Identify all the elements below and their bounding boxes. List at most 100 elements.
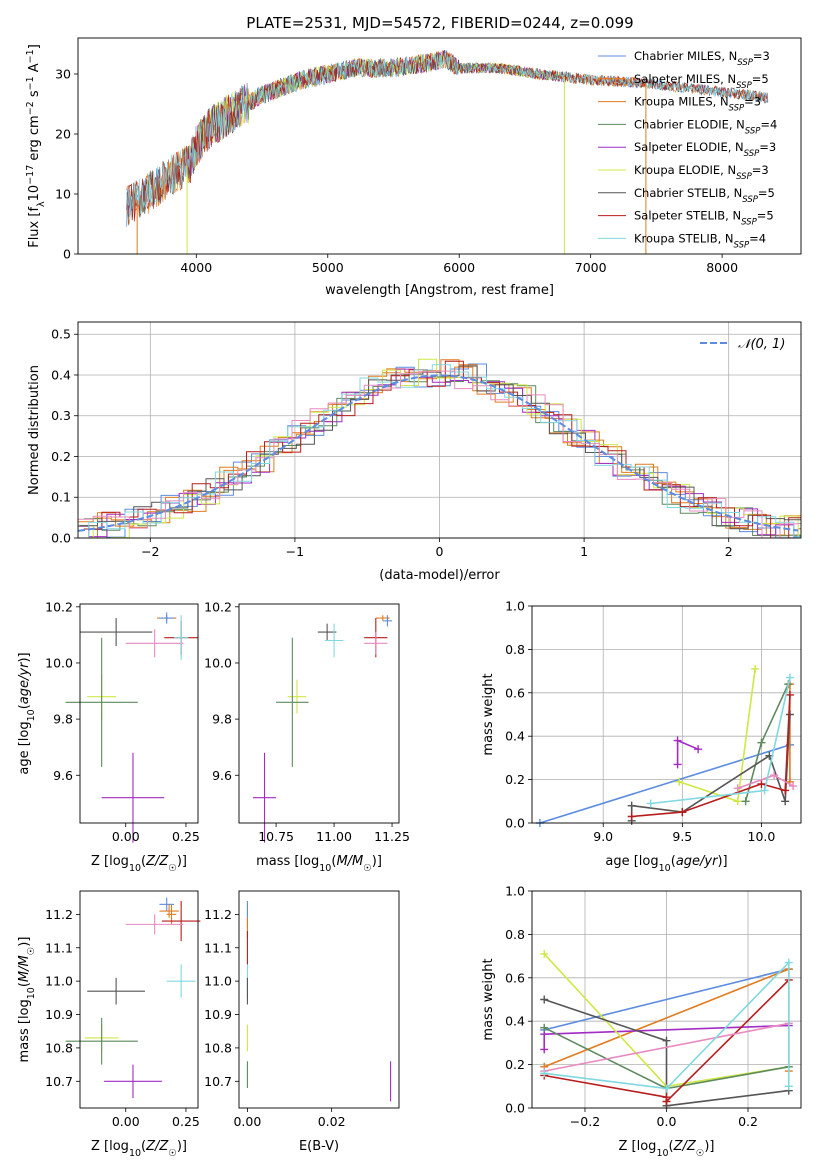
weight-line xyxy=(544,960,790,1090)
y-tick-label: 9.6 xyxy=(53,768,73,783)
axes-frame xyxy=(238,890,400,1109)
weight-line xyxy=(544,1022,789,1072)
weight-line xyxy=(650,677,791,805)
histogram-step xyxy=(78,370,801,539)
weight-point xyxy=(751,664,760,673)
y-tick-label: 10.2 xyxy=(45,599,73,614)
y-tick-label: 1.0 xyxy=(505,599,525,614)
x-tick-label: 9.5 xyxy=(672,829,692,844)
y-axis-label: mass weight xyxy=(481,673,496,755)
legend-entry: Salpeter MILES, NSSP=5 xyxy=(634,72,769,91)
x-tick-label: 0.25 xyxy=(172,829,200,844)
weight-point xyxy=(741,797,750,806)
legend-entry: Kroupa MILES, NSSP=3 xyxy=(634,95,761,114)
x-tick-label: 6000 xyxy=(443,260,475,275)
legend-entry: Chabrier MILES, NSSP=3 xyxy=(634,49,770,68)
x-tick-label: 0.25 xyxy=(172,1114,200,1129)
weight-point xyxy=(733,784,742,793)
weight-point xyxy=(540,1045,549,1054)
legend-entry: Salpeter ELODIE, NSSP=3 xyxy=(634,140,776,159)
weight-line xyxy=(539,744,791,824)
weight-line xyxy=(676,739,699,765)
weight-point xyxy=(785,710,794,719)
weight-point xyxy=(662,1084,671,1093)
weight-point xyxy=(760,786,769,795)
figure-title: PLATE=2531, MJD=54572, FIBERID=0244, z=0… xyxy=(246,14,633,32)
weight-point xyxy=(678,808,687,817)
y-tick-label: 0.0 xyxy=(505,816,525,831)
histogram-step xyxy=(83,360,801,539)
mass_vs_EBV-panel: 0.00 0.02 10.7 10.8 10.9 11.0 11.1 11.2 E(B-V) xyxy=(204,890,400,1154)
y-tick-label: 0.6 xyxy=(505,685,525,700)
x-tick-label: 7000 xyxy=(575,260,607,275)
spectrum-line xyxy=(126,52,769,216)
weight_vs_age-panel: 9.0 9.5 10.0 0.0 0.2 0.4 0.6 0.8 1.0 age [log10(a… xyxy=(481,599,802,874)
weight-point xyxy=(540,949,549,958)
y-tick-label: 10.0 xyxy=(45,655,73,670)
axes-frame xyxy=(238,603,400,824)
legend-entry: Chabrier STELIB, NSSP=5 xyxy=(634,186,775,205)
x-tick-label: 0.2 xyxy=(738,1114,758,1129)
weight-point xyxy=(627,801,636,810)
x-tick-label: 8000 xyxy=(706,260,738,275)
weight-point xyxy=(785,690,794,699)
weight-point xyxy=(757,779,766,788)
y-tick-label: 11.1 xyxy=(204,940,232,955)
axes-frame xyxy=(79,603,199,824)
age_vs_Z-panel: 0.00 0.25 9.6 9.8 10.0 10.2 Z [log10(Z/Z☉)] age… xyxy=(17,599,200,873)
x-tick-label: 10.75 xyxy=(258,829,294,844)
y-tick-label: 1.0 xyxy=(505,884,525,899)
x-tick-label: 2 xyxy=(725,544,733,559)
y-tick-label: 0.2 xyxy=(51,449,71,464)
x-tick-label: 5000 xyxy=(312,260,344,275)
y-tick-label: 0.1 xyxy=(51,490,71,505)
x-tick-label: −1 xyxy=(286,544,304,559)
y-tick-label: 0.8 xyxy=(505,642,525,657)
x-tick-label: 0.0 xyxy=(657,1114,677,1129)
y-tick-label: 0.5 xyxy=(51,327,71,342)
y-tick-label: 9.8 xyxy=(53,712,73,727)
x-tick-label: 0 xyxy=(436,544,444,559)
weight-point xyxy=(646,799,655,808)
weight-point xyxy=(673,736,682,745)
y-tick-label: 0.6 xyxy=(505,970,525,985)
y-tick-label: 10 xyxy=(55,187,71,202)
y-tick-label: 10.8 xyxy=(204,1040,232,1055)
x-axis-label: E(B-V) xyxy=(299,1139,339,1154)
weight-point xyxy=(784,1082,793,1091)
x-tick-label: −2 xyxy=(141,544,159,559)
x-axis-label: mass [log10(M/M☉)] xyxy=(256,854,382,874)
y-tick-label: 0.4 xyxy=(505,1014,525,1029)
x-axis-label: Z [log10(Z/Z☉)] xyxy=(91,1139,187,1159)
weight-point xyxy=(540,995,549,1004)
y-axis-label: Normed distribution xyxy=(27,365,42,495)
x-tick-label: 4000 xyxy=(180,260,212,275)
y-tick-label: 0.0 xyxy=(505,1101,525,1116)
y-tick-label: 0 xyxy=(63,247,71,262)
weight_vs_Z-panel: −0.2 0.0 0.2 0.0 0.2 0.4 0.6 0.8 1.0 Z [log10(Z/Z… xyxy=(481,884,802,1159)
weight-line xyxy=(544,968,789,1031)
normal-curve xyxy=(77,374,799,532)
weight-point xyxy=(675,777,684,786)
y-tick-label: 10.7 xyxy=(45,1074,73,1089)
weight-line xyxy=(543,998,789,1107)
y-tick-label: 11.2 xyxy=(45,907,73,922)
x-tick-label: 10.0 xyxy=(748,829,776,844)
x-axis-label: Z [log10(Z/Z☉)] xyxy=(619,1139,715,1159)
x-tick-label: 9.0 xyxy=(593,829,613,844)
y-tick-label: 11.0 xyxy=(204,974,232,989)
y-tick-label: 0.2 xyxy=(505,1057,525,1072)
axes-frame xyxy=(531,605,802,824)
weight-point xyxy=(627,812,636,821)
axes-frame xyxy=(77,321,802,539)
weight-point xyxy=(770,771,779,780)
x-tick-label: 11.25 xyxy=(374,829,410,844)
weight-point xyxy=(540,1023,549,1032)
weight-point xyxy=(733,797,742,806)
y-tick-label: 0.8 xyxy=(505,927,525,942)
histogram-step xyxy=(79,365,801,530)
legend-entry: Chabrier ELODIE, NSSP=4 xyxy=(634,117,777,136)
x-tick-label: 0.02 xyxy=(318,1114,346,1129)
legend-entry: Kroupa STELIB, NSSP=4 xyxy=(634,231,766,250)
